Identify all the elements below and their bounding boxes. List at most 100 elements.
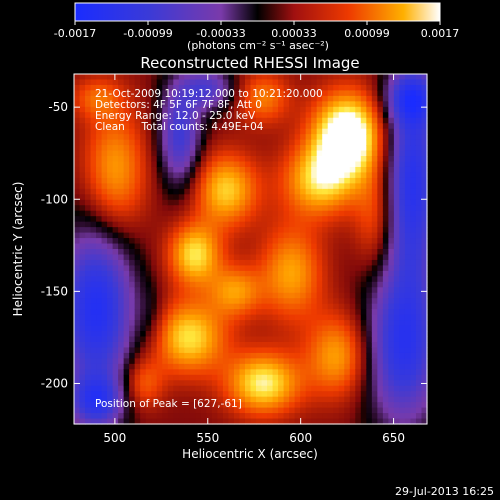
heatmap-cell xyxy=(421,221,428,228)
heatmap-cell xyxy=(134,161,141,168)
heatmap-cell xyxy=(195,352,202,359)
heatmap-cell xyxy=(382,254,389,261)
heatmap-cell xyxy=(393,402,401,409)
heatmap-cell xyxy=(267,101,274,108)
heatmap-cell xyxy=(145,418,152,425)
heatmap-cell xyxy=(206,341,213,349)
heatmap-cell xyxy=(327,128,334,135)
heatmap-cell xyxy=(338,161,345,168)
heatmap-cell xyxy=(371,238,378,245)
heatmap-cell xyxy=(79,320,86,327)
heatmap-cell xyxy=(90,276,97,283)
heatmap-cell xyxy=(305,216,312,223)
heatmap-cell xyxy=(349,216,356,223)
heatmap-cell xyxy=(118,325,125,332)
heatmap-cell xyxy=(371,369,378,376)
heatmap-cell xyxy=(206,413,213,420)
heatmap-cell xyxy=(421,166,428,174)
heatmap-cell xyxy=(189,249,196,256)
heatmap-cell xyxy=(267,352,274,359)
heatmap-cell xyxy=(322,331,329,338)
heatmap-cell xyxy=(300,380,307,387)
heatmap-cell xyxy=(167,287,174,294)
heatmap-cell xyxy=(377,249,384,256)
heatmap-cell xyxy=(300,396,307,403)
heatmap-cell xyxy=(410,369,417,376)
heatmap-cell xyxy=(311,363,318,370)
heatmap-cell xyxy=(85,265,92,272)
heatmap-cell xyxy=(233,156,241,163)
heatmap-cell xyxy=(79,336,86,343)
heatmap-cell xyxy=(322,418,329,425)
heatmap-cell xyxy=(195,249,202,256)
heatmap-cell xyxy=(123,150,130,157)
heatmap-cell xyxy=(233,341,241,349)
heatmap-cell xyxy=(74,418,81,425)
heatmap-cell xyxy=(278,117,285,124)
heatmap-cell xyxy=(129,309,136,316)
heatmap-cell xyxy=(289,418,296,425)
heatmap-cell xyxy=(278,347,285,354)
heatmap-cell xyxy=(399,391,406,398)
heatmap-cell xyxy=(344,402,351,409)
heatmap-cell xyxy=(344,74,351,81)
heatmap-cell xyxy=(156,287,163,294)
heatmap-cell xyxy=(118,352,125,359)
heatmap-cell xyxy=(107,183,114,190)
heatmap-cell xyxy=(250,418,257,425)
heatmap-cell xyxy=(145,352,152,359)
heatmap-cell xyxy=(151,216,158,223)
heatmap-cell xyxy=(79,117,86,124)
heatmap-cell xyxy=(404,128,412,135)
heatmap-cell xyxy=(399,254,406,261)
heatmap-cell xyxy=(382,183,389,190)
heatmap-cell xyxy=(85,117,92,124)
heatmap-cell xyxy=(118,309,125,316)
heatmap-cell xyxy=(327,385,334,392)
heatmap-cell xyxy=(267,128,274,135)
heatmap-cell xyxy=(283,238,290,245)
heatmap-cell xyxy=(156,276,163,283)
heatmap-cell xyxy=(399,117,406,124)
heatmap-cell xyxy=(107,407,114,414)
heatmap-cell xyxy=(388,183,395,190)
heatmap-cell xyxy=(289,276,296,283)
heatmap-cell xyxy=(327,90,334,97)
heatmap-cell xyxy=(239,227,246,234)
heatmap-cell xyxy=(233,413,241,420)
heatmap-cell xyxy=(377,194,384,201)
heatmap-cell xyxy=(349,363,356,370)
heatmap-cell xyxy=(283,287,290,294)
heatmap-cell xyxy=(399,396,406,403)
heatmap-cell xyxy=(355,123,362,130)
heatmap-cell xyxy=(421,249,428,256)
heatmap-cell xyxy=(85,369,92,376)
heatmap-cell xyxy=(360,380,367,387)
heatmap-cell xyxy=(85,331,92,338)
heatmap-cell xyxy=(410,134,417,141)
heatmap-cell xyxy=(272,407,279,414)
heatmap-cell xyxy=(189,363,196,370)
heatmap-cell xyxy=(289,363,296,370)
x-tick-label: 600 xyxy=(289,431,312,445)
heatmap-cell xyxy=(250,352,257,359)
heatmap-cell xyxy=(96,117,103,124)
heatmap-cell xyxy=(410,145,417,152)
heatmap-cell xyxy=(85,101,92,108)
heatmap-cell xyxy=(173,150,180,157)
heatmap-cell xyxy=(140,270,147,277)
heatmap-cell xyxy=(162,385,169,392)
heatmap-cell xyxy=(206,287,213,294)
heatmap-cell xyxy=(415,331,423,338)
heatmap-cell xyxy=(222,281,230,288)
heatmap-cell xyxy=(366,166,373,174)
heatmap-cell xyxy=(366,95,373,102)
heatmap-cell xyxy=(393,210,401,217)
heatmap-cell xyxy=(322,396,329,403)
heatmap-cell xyxy=(349,369,356,376)
heatmap-cell xyxy=(404,396,412,403)
heatmap-cell xyxy=(261,112,268,119)
heatmap-cell xyxy=(272,270,279,277)
heatmap-cell xyxy=(156,358,163,365)
heatmap-cell xyxy=(206,320,213,327)
